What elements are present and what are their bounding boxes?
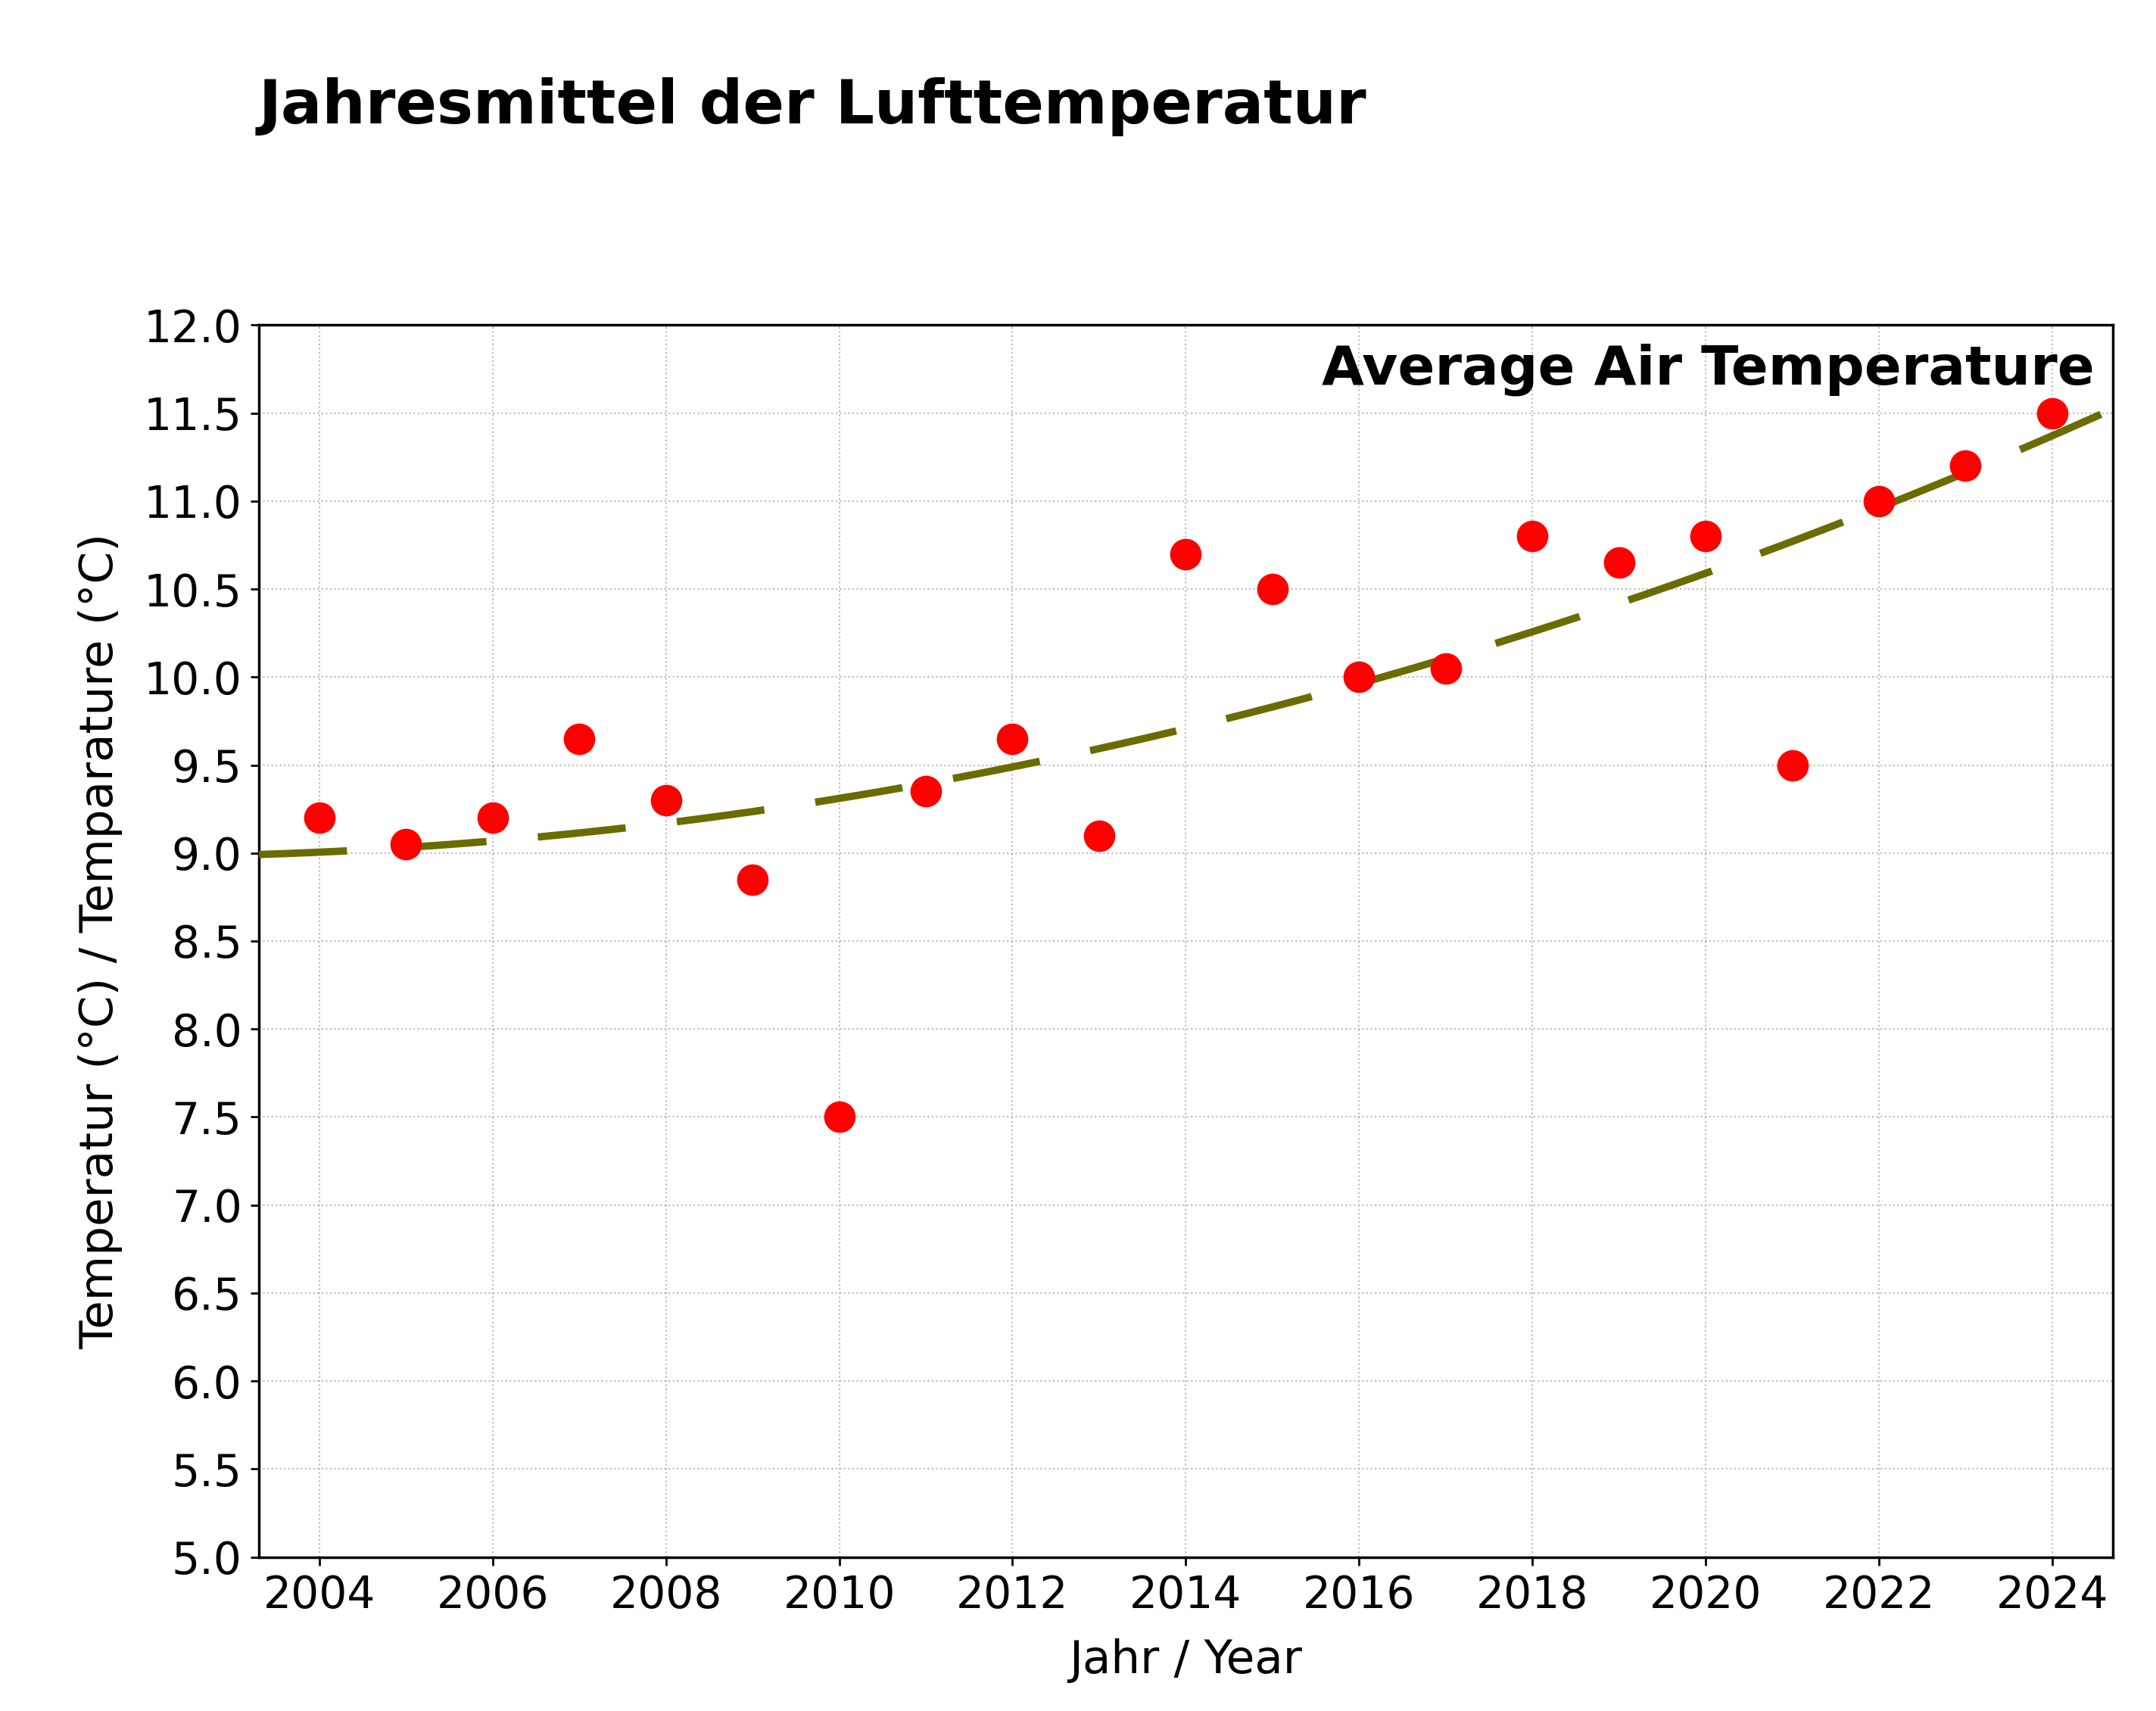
Point	[996, 725, 1031, 753]
Point	[1082, 821, 1117, 849]
Point	[1602, 549, 1636, 577]
Point	[1774, 751, 1809, 779]
Text: Average Air Temperature: Average Air Temperature	[1322, 344, 2093, 397]
Point	[1255, 575, 1289, 602]
Point	[1949, 452, 1984, 479]
Point	[1429, 655, 1464, 683]
Text: Jahresmittel der Lufttemperatur: Jahresmittel der Lufttemperatur	[259, 77, 1367, 137]
Point	[388, 830, 423, 857]
Point	[563, 725, 597, 753]
Point	[908, 779, 942, 806]
Point	[1341, 664, 1376, 691]
Point	[735, 866, 770, 893]
Point	[1688, 522, 1723, 549]
Point	[649, 787, 683, 814]
Point	[1861, 488, 1895, 515]
Point	[1516, 522, 1550, 549]
Y-axis label: Temperatur (°C) / Temparature (°C): Temperatur (°C) / Temparature (°C)	[78, 534, 123, 1348]
Point	[302, 804, 336, 832]
Point	[2035, 399, 2070, 426]
Point	[1169, 541, 1203, 568]
Point	[821, 1104, 856, 1131]
Point	[476, 804, 511, 832]
X-axis label: Jahr / Year: Jahr / Year	[1069, 1637, 1302, 1682]
